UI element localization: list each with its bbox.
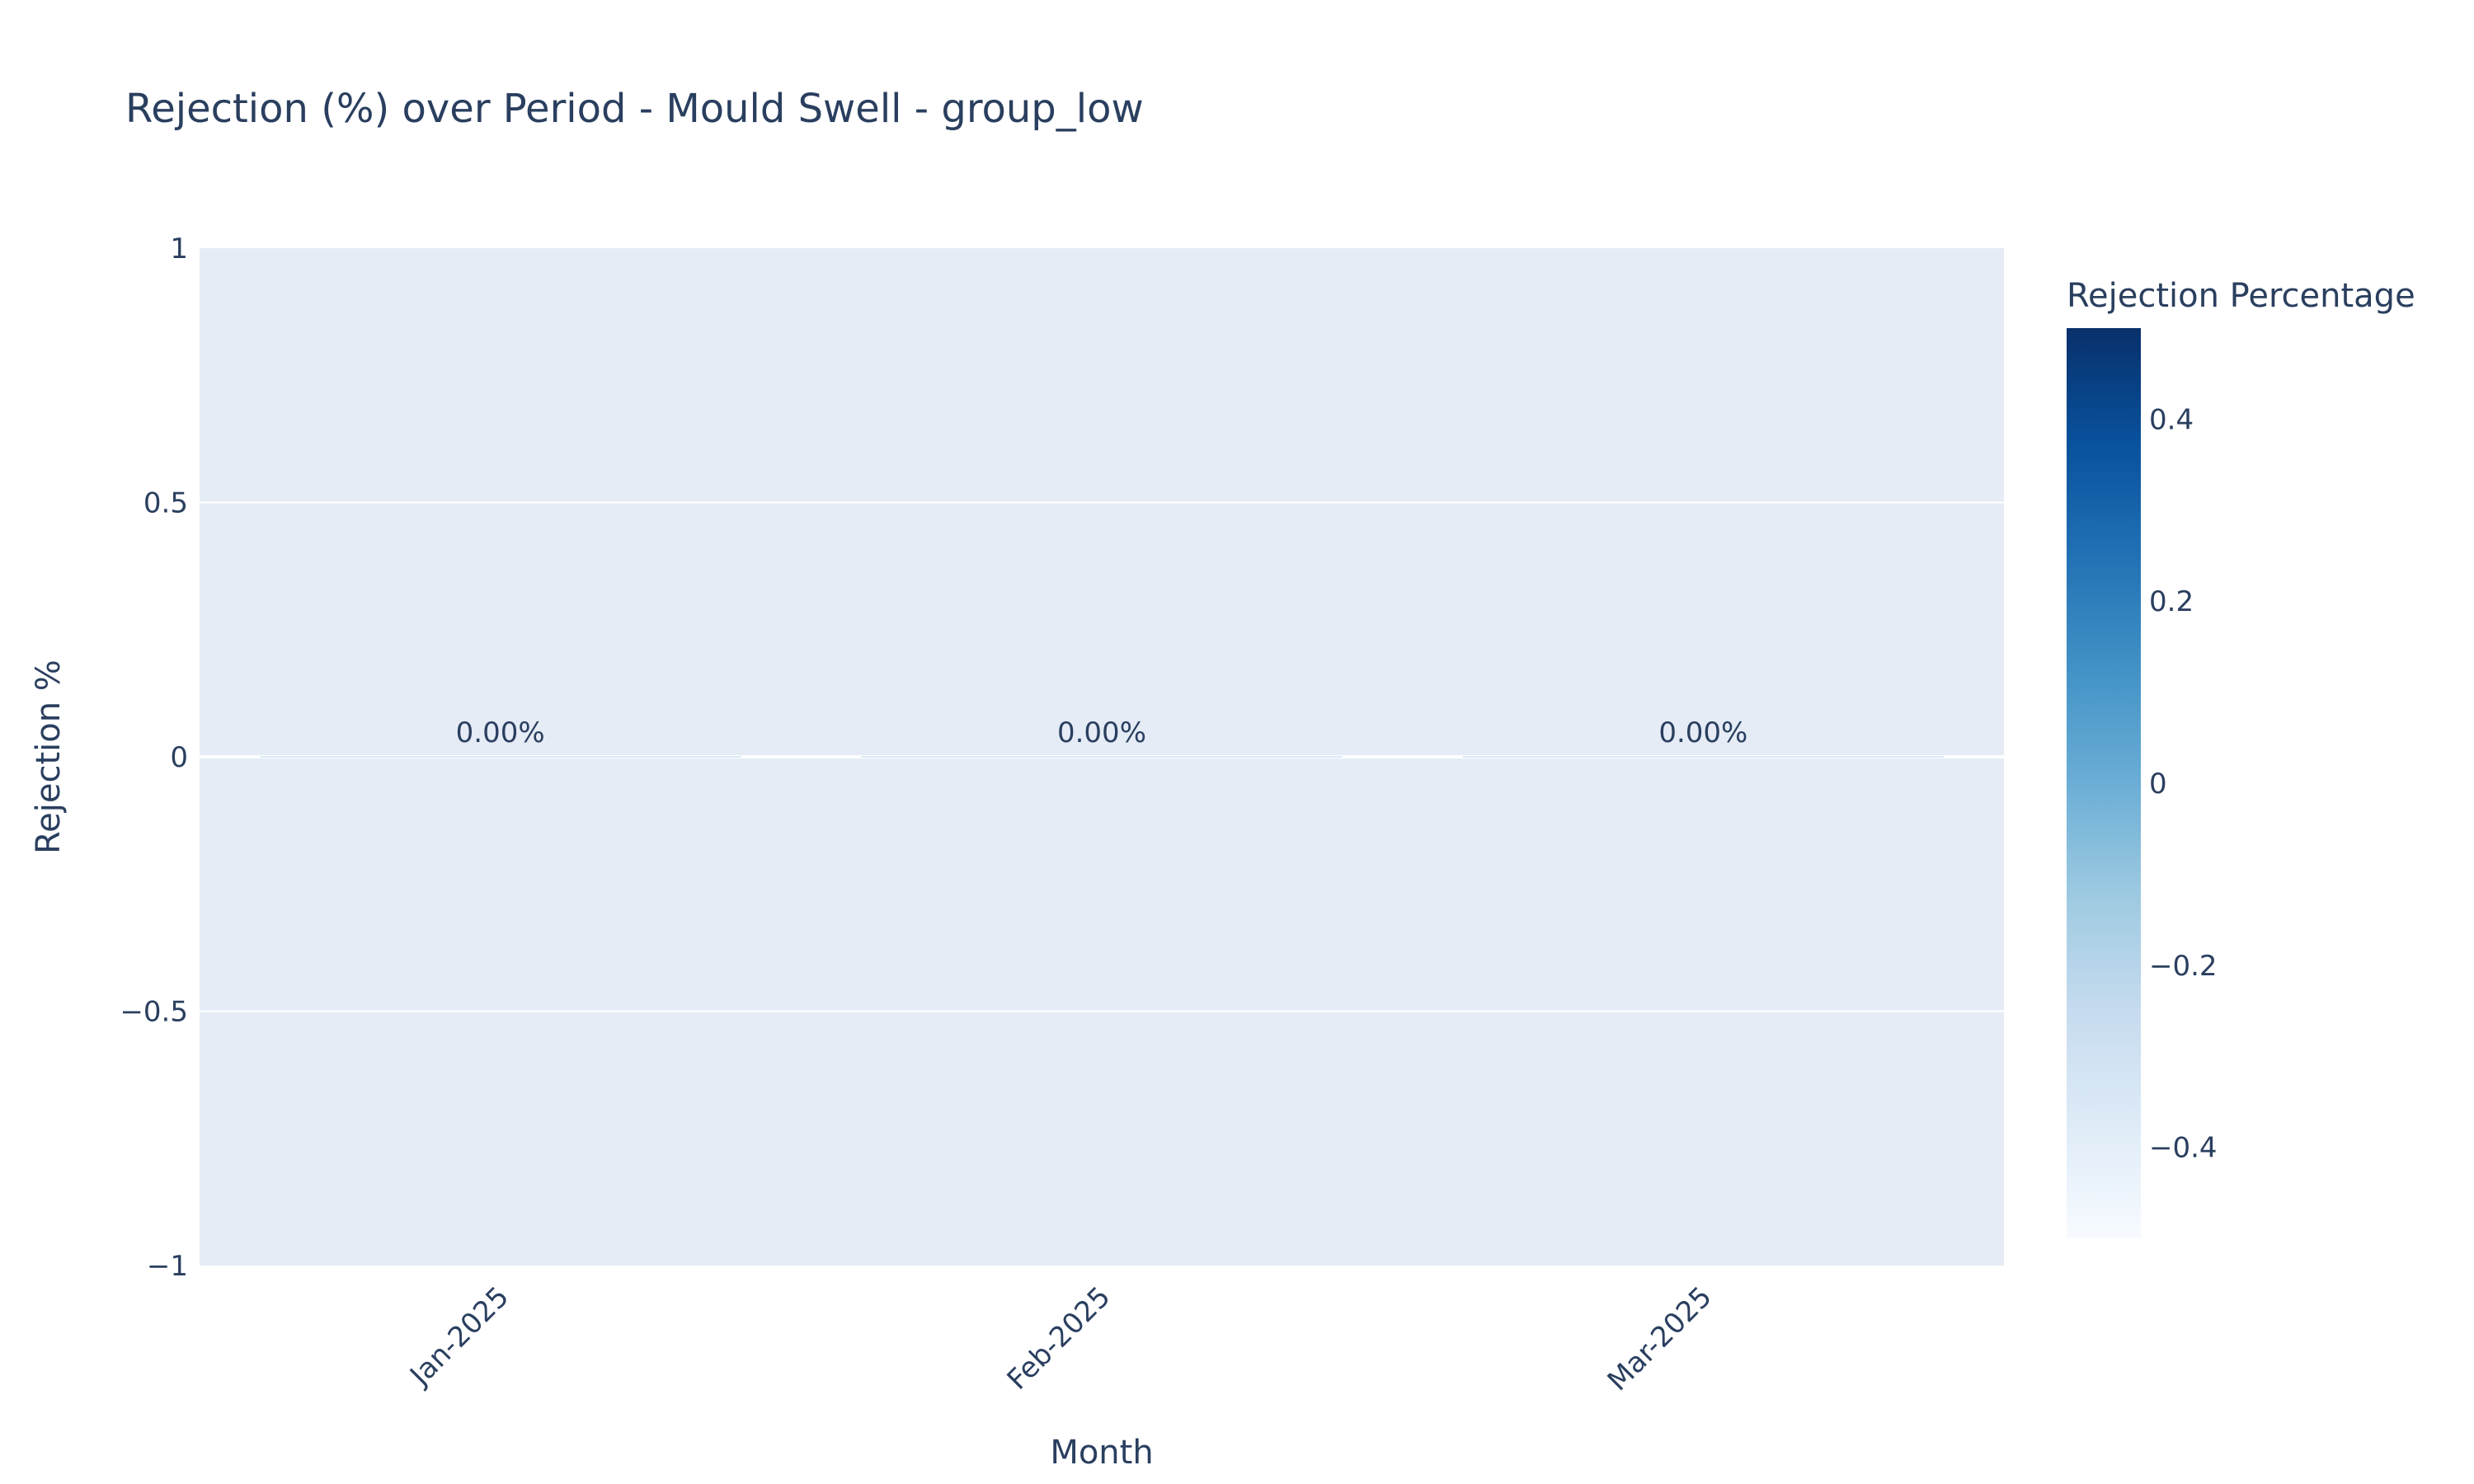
colorbar-tick-label: −0.4: [2149, 1132, 2218, 1165]
y-tick-label: −1: [147, 1250, 188, 1283]
colorbar-tick-label: 0.4: [2149, 403, 2194, 436]
colorbar-tick-label: 0.2: [2149, 585, 2194, 618]
bar: [861, 756, 1343, 758]
y-axis-ticks: 1 0.5 0 −0.5 −1: [120, 232, 188, 1283]
x-axis-title: Month: [1050, 1434, 1153, 1472]
colorbar-tick-label: −0.2: [2149, 950, 2218, 983]
y-axis-title: Rejection %: [30, 660, 68, 854]
y-tick-label: 0: [170, 741, 188, 774]
bar: [259, 756, 741, 758]
colorbar-title: Rejection Percentage: [2067, 277, 2415, 315]
y-tick-label: 0.5: [143, 487, 188, 520]
chart-title: Rejection (%) over Period - Mould Swell …: [125, 86, 1144, 132]
x-tick-label: Jan-2025: [402, 1280, 515, 1393]
bar-data-label: 0.00%: [1658, 716, 1747, 749]
y-tick-label: 1: [170, 232, 188, 265]
bar-data-label: 0.00%: [1057, 716, 1146, 749]
bar-series: 0.00% 0.00% 0.00%: [259, 716, 1945, 758]
x-tick-label: Mar-2025: [1602, 1280, 1719, 1397]
y-tick-label: −0.5: [120, 996, 188, 1029]
colorbar-tick-label: 0: [2149, 768, 2167, 801]
colorbar: Rejection Percentage 0.4 0.2 0 −0.2 −0.4: [2067, 277, 2415, 1238]
bar-data-label: 0.00%: [456, 716, 545, 749]
colorbar-ticks: 0.4 0.2 0 −0.2 −0.4: [2149, 403, 2218, 1164]
grid-lines: [200, 501, 2004, 1012]
x-axis-ticks: Jan-2025 Feb-2025 Mar-2025: [402, 1280, 1718, 1397]
colorbar-gradient: [2067, 328, 2141, 1238]
x-tick-label: Feb-2025: [1001, 1280, 1117, 1397]
bar: [1462, 756, 1945, 758]
